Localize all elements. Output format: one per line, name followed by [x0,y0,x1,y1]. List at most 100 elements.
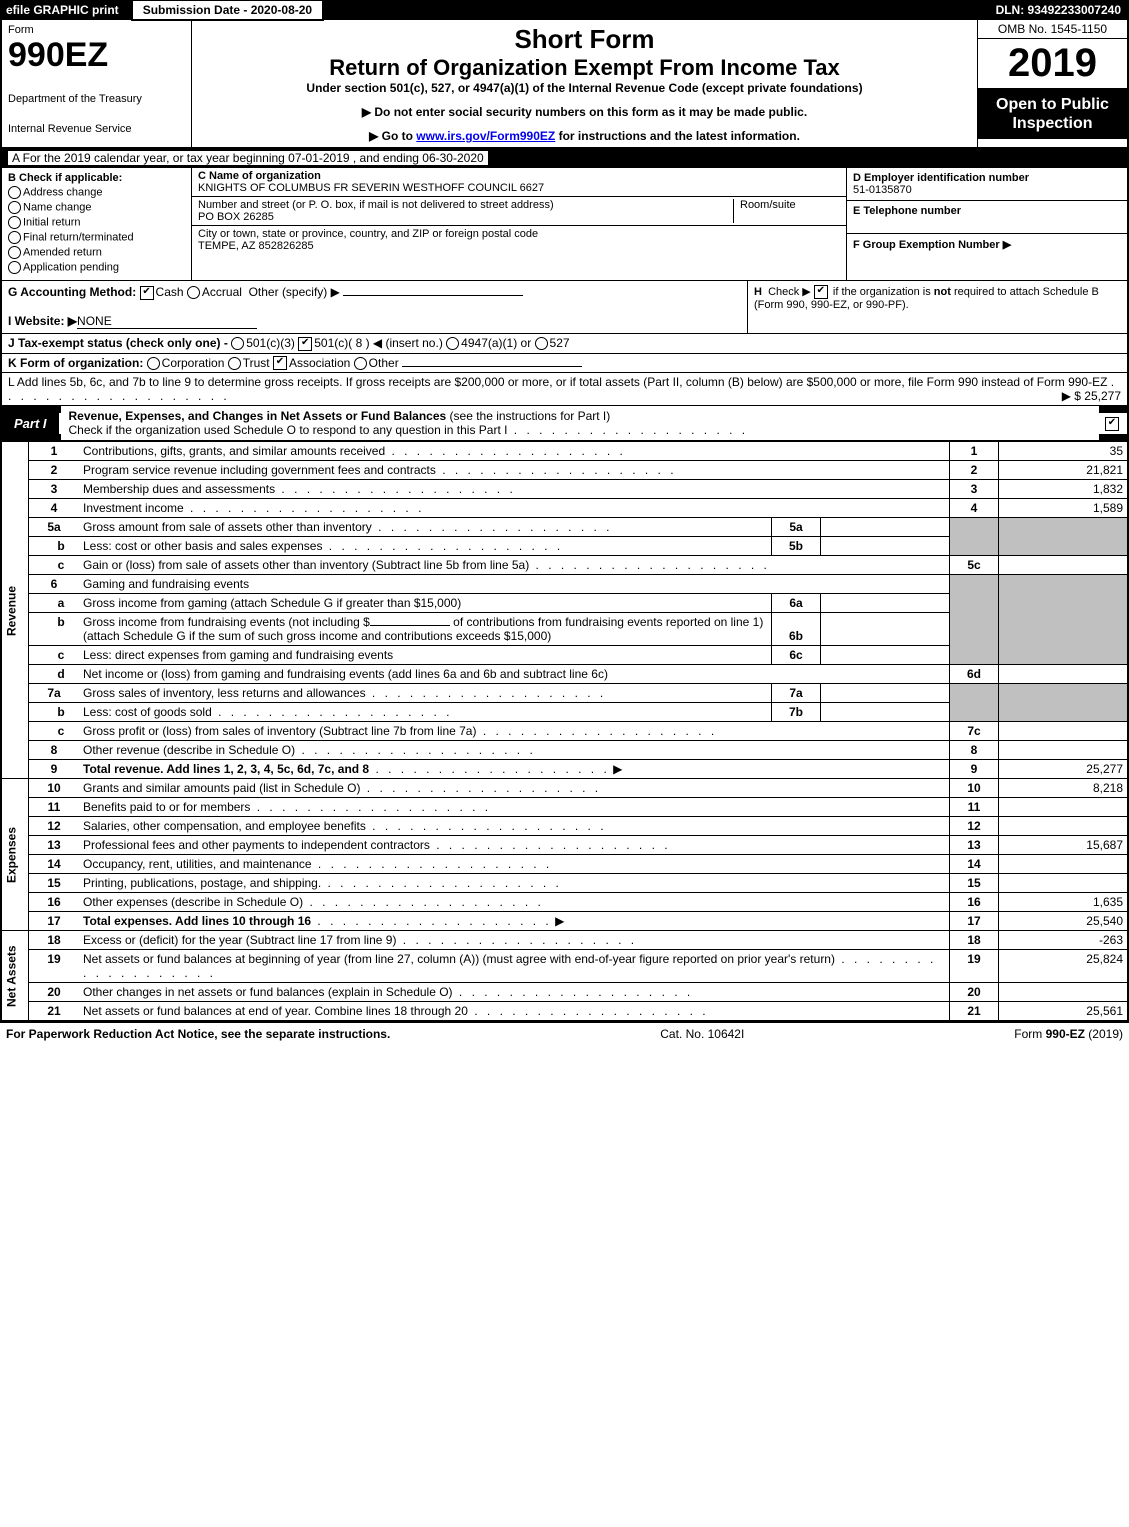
l21-val: 25,561 [999,1002,1128,1021]
header-center: Short Form Return of Organization Exempt… [192,20,977,147]
ln-19: 19 [29,950,80,983]
l7c-desc: Gross profit or (loss) from sales of inv… [83,724,476,738]
num-9: 9 [950,760,999,779]
cb-assoc[interactable] [273,356,287,370]
submission-date-pill: Submission Date - 2020-08-20 [131,0,324,21]
ln-12: 12 [29,817,80,836]
footer-right: Form 990-EZ (2019) [1014,1027,1123,1041]
b-label: B Check if applicable: [8,172,122,184]
ln-20: 20 [29,983,80,1002]
l1-val: 35 [999,442,1128,461]
goto-post: for instructions and the latest informat… [555,129,800,143]
num-14: 14 [950,855,999,874]
cb-501c[interactable] [298,337,312,351]
l17-desc: Total expenses. Add lines 10 through 16 [83,914,311,928]
c-name-label: C Name of organization [198,170,321,182]
ln-17: 17 [29,912,80,931]
l6d-val [999,665,1128,684]
part1-title: Revenue, Expenses, and Changes in Net As… [69,409,447,423]
k-corp: Corporation [162,356,225,370]
cb-amended[interactable] [8,246,21,259]
val-7-grey [999,684,1128,722]
cb-address-lbl: Address change [23,186,103,198]
row-g-h: G Accounting Method: Cash Accrual Other … [2,281,1127,334]
tax-year: 2019 [978,39,1127,89]
c-street-label: Number and street (or P. O. box, if mail… [198,199,554,211]
goto-pre: ▶ Go to [369,129,416,143]
efile-label[interactable]: efile GRAPHIC print [0,3,125,17]
ein-value: 51-0135870 [853,184,912,196]
short-form-title: Short Form [200,24,969,55]
irs-link[interactable]: www.irs.gov/Form990EZ [416,129,555,143]
other-specify-input[interactable] [343,295,523,296]
mid-6c-val [821,646,950,665]
cb-other-org[interactable] [354,357,367,370]
num-5ab-grey [950,518,999,556]
cb-trust[interactable] [228,357,241,370]
l15-desc: Printing, publications, postage, and shi… [83,876,321,890]
l9-desc: Total revenue. Add lines 1, 2, 3, 4, 5c,… [83,762,369,776]
num-7-grey [950,684,999,722]
g-label: G Accounting Method: [8,285,136,299]
ln-3: 3 [29,480,80,499]
open-public-inspection: Open to Public Inspection [978,89,1127,139]
ln-7c: c [29,722,80,741]
col-d-e-f: D Employer identification number 51-0135… [847,168,1127,280]
num-21: 21 [950,1002,999,1021]
c-city-label: City or town, state or province, country… [198,228,538,240]
cb-corp[interactable] [147,357,160,370]
cb-501c3[interactable] [231,337,244,350]
l11-val [999,798,1128,817]
cb-application[interactable] [8,261,21,274]
num-18: 18 [950,931,999,950]
ln-2: 2 [29,461,80,480]
cb-4947[interactable] [446,337,459,350]
period-text: A For the 2019 calendar year, or tax yea… [8,151,488,165]
l6a-desc: Gross income from gaming (attach Schedul… [79,594,772,613]
num-7c: 7c [950,722,999,741]
l6b-desc1: Gross income from fundraising events (no… [83,615,370,629]
cb-cash[interactable] [140,286,154,300]
ln-5a: 5a [29,518,80,537]
part1-table: Revenue 1 Contributions, gifts, grants, … [2,441,1127,1021]
cb-schedule-b[interactable] [814,285,828,299]
cb-schedule-o[interactable] [1105,417,1119,431]
cb-527[interactable] [535,337,548,350]
num-5c: 5c [950,556,999,575]
ln-6: 6 [29,575,80,594]
top-bar: efile GRAPHIC print Submission Date - 20… [0,0,1129,20]
j-label: J Tax-exempt status (check only one) - [8,336,228,350]
website-label: I Website: ▶ [8,314,77,328]
l6-desc: Gaming and fundraising events [79,575,950,594]
j-501c3: 501(c)(3) [246,336,295,350]
ssn-note: ▶ Do not enter social security numbers o… [200,105,969,119]
other-org-input[interactable] [402,366,582,367]
ln-5c: c [29,556,80,575]
cb-address[interactable] [8,186,21,199]
cb-name[interactable] [8,201,21,214]
mid-6a-val [821,594,950,613]
num-4: 4 [950,499,999,518]
ln-4: 4 [29,499,80,518]
num-6d: 6d [950,665,999,684]
val-6-grey [999,575,1128,665]
cb-accrual[interactable] [187,286,200,299]
phone-label: E Telephone number [853,205,961,217]
expenses-label: Expenses [2,779,29,931]
form-number: 990EZ [8,36,185,75]
cb-final[interactable] [8,231,21,244]
other-lbl: Other (specify) ▶ [249,285,340,299]
cb-name-lbl: Name change [23,201,92,213]
l7c-val [999,722,1128,741]
mid-7b-val [821,703,950,722]
k-other: Other [369,356,399,370]
l11-desc: Benefits paid to or for members [83,800,250,814]
l-val: ▶ $ 25,277 [1062,389,1121,403]
l6b-input[interactable] [370,625,450,626]
cb-final-lbl: Final return/terminated [23,231,134,243]
footer-left: For Paperwork Reduction Act Notice, see … [6,1027,390,1041]
l7b-desc: Less: cost of goods sold [83,705,212,719]
cb-initial[interactable] [8,216,21,229]
netassets-label: Net Assets [2,931,29,1021]
l16-desc: Other expenses (describe in Schedule O) [83,895,303,909]
